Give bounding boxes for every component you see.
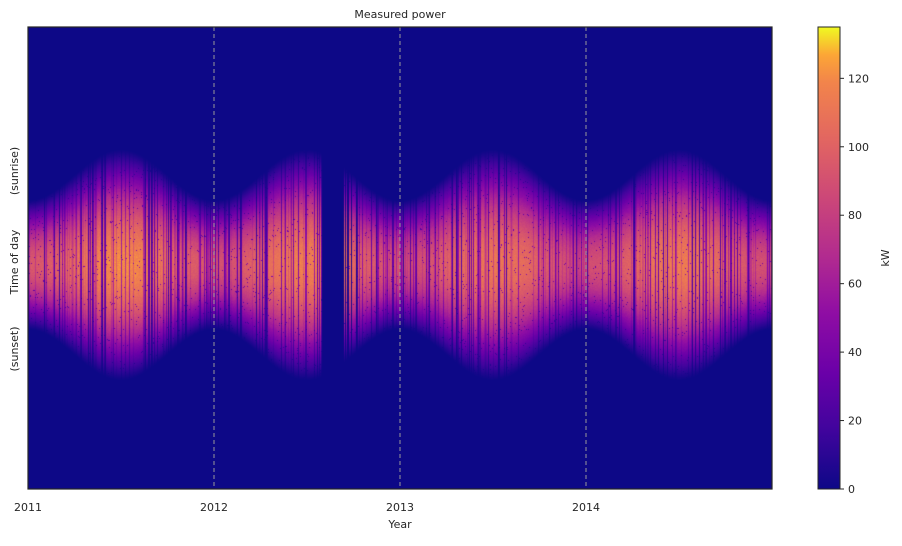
colorbar-tick-label: 60 [848,278,862,291]
x-tick-label: 2012 [200,501,228,514]
plot-frame [27,26,773,490]
colorbar-tick-label: 0 [848,483,855,496]
colorbar-tick-label: 40 [848,346,862,359]
x-axis-label: Year [387,518,412,531]
colorbar-label: kW [879,249,892,266]
colorbar-tick-label: 120 [848,72,869,85]
colorbar [817,26,841,490]
y-axis-label-sunrise: (sunrise) [8,147,21,195]
x-tick-labels: 2011 2012 2013 2014 [14,501,600,514]
y-axis-label-sunset: (sunset) [8,326,21,371]
x-tick-label: 2014 [572,501,600,514]
colorbar-ticks: 0 20 40 60 80 100 120 [840,72,869,496]
colorbar-tick-label: 20 [848,415,862,428]
year-dividers [213,27,587,489]
x-tick-label: 2011 [14,501,42,514]
x-tick-label: 2013 [386,501,414,514]
colorbar-tick-label: 80 [848,209,862,222]
chart-title: Measured power [354,8,446,21]
colorbar-tick-label: 100 [848,141,869,154]
y-axis-label: Time of day [8,229,21,295]
